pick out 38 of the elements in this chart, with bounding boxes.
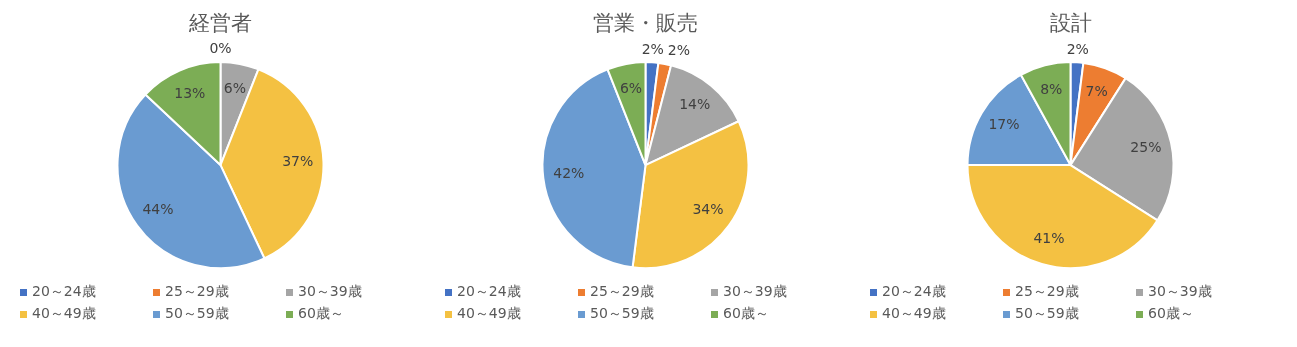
legend-label: 25～29歳 (1015, 283, 1079, 301)
legend-label: 50～59歳 (590, 305, 654, 323)
legend-label: 60歳～ (298, 305, 344, 323)
data-label: 14% (679, 96, 711, 113)
data-label: 6% (223, 79, 247, 96)
legend-label: 50～59歳 (165, 305, 229, 323)
chart-title: 経営者 (188, 11, 252, 36)
legend-label: 30～39歳 (1148, 283, 1212, 301)
legend-label: 40～49歳 (457, 305, 521, 323)
legend-label: 20～24歳 (457, 283, 521, 301)
legend-label: 25～29歳 (165, 283, 229, 301)
data-label: 8% (1040, 80, 1063, 97)
data-label: 7% (1085, 83, 1108, 100)
legend-label: 30～39歳 (298, 283, 362, 301)
legend-label: 40～49歳 (882, 305, 946, 323)
data-label: 25% (1130, 138, 1162, 155)
legend-label: 20～24歳 (882, 283, 946, 301)
data-label: 17% (988, 116, 1020, 133)
data-label: 2% (1066, 40, 1089, 57)
data-label: 13% (174, 84, 206, 101)
data-label: 41% (1033, 229, 1065, 246)
data-label: 44% (142, 201, 174, 218)
legend-label: 40～49歳 (32, 305, 96, 323)
legend-label: 60歳～ (1148, 305, 1194, 323)
data-label: 2% (667, 42, 691, 59)
data-label: 2% (641, 40, 664, 57)
data-label: 34% (692, 201, 724, 218)
legend-label: 30～39歳 (723, 283, 787, 301)
legend-label: 20～24歳 (32, 283, 96, 301)
legend-label: 60歳～ (723, 305, 769, 323)
legend-label: 25～29歳 (590, 283, 654, 301)
data-label: 37% (282, 153, 314, 170)
data-label: 6% (619, 79, 643, 96)
text: 0% (209, 40, 232, 57)
legend-label: 50～59歳 (1015, 305, 1079, 323)
chart-title: 営業・販売 (593, 11, 698, 36)
data-label: 42% (553, 165, 585, 182)
chart-title: 設計 (1049, 11, 1092, 36)
